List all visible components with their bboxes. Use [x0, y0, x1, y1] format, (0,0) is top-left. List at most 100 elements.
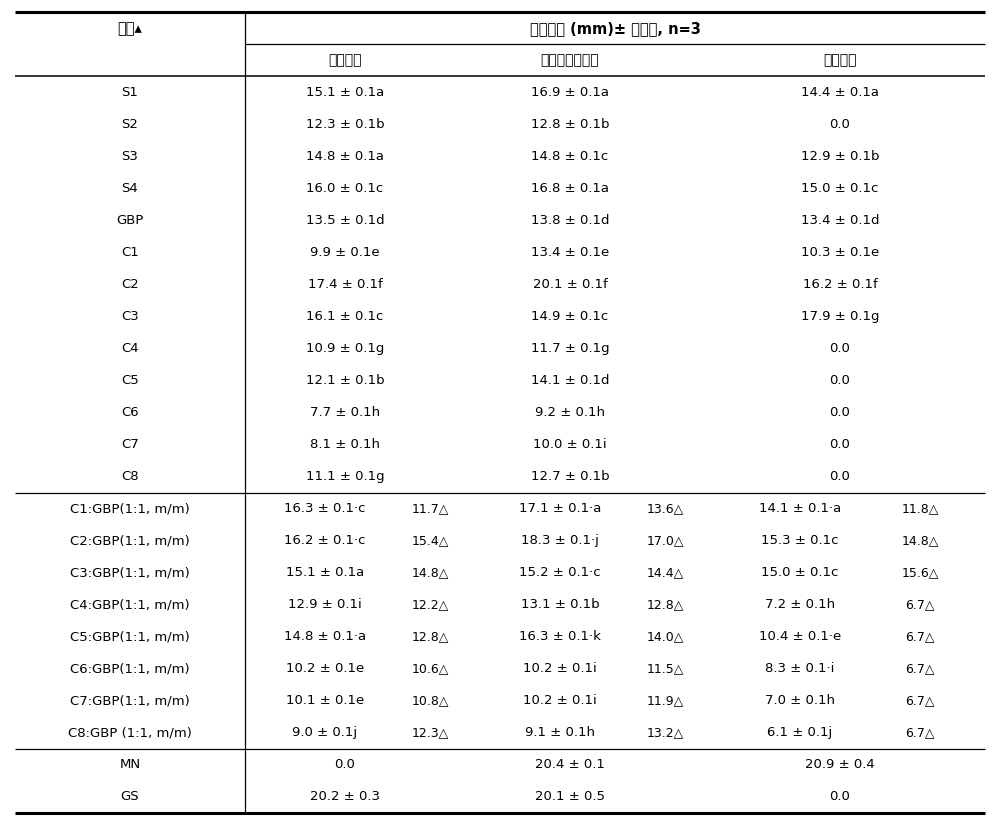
Text: 9.2 ± 0.1h: 9.2 ± 0.1h [535, 406, 605, 419]
Text: 14.1 ± 0.1·a: 14.1 ± 0.1·a [759, 502, 841, 515]
Text: 10.0 ± 0.1i: 10.0 ± 0.1i [533, 438, 607, 451]
Text: 16.8 ± 0.1a: 16.8 ± 0.1a [531, 182, 609, 195]
Text: S2: S2 [122, 118, 138, 131]
Text: 沙门氏菌: 沙门氏菌 [328, 54, 362, 68]
Text: 6.7△: 6.7△ [905, 598, 935, 611]
Text: 11.7 ± 0.1g: 11.7 ± 0.1g [531, 342, 609, 355]
Text: 金黄色葡萄球菌: 金黄色葡萄球菌 [541, 54, 599, 68]
Text: 14.8 ± 0.1c: 14.8 ± 0.1c [531, 150, 609, 163]
Text: 6.7△: 6.7△ [905, 726, 935, 739]
Text: C2: C2 [121, 278, 139, 291]
Text: 0.0: 0.0 [830, 470, 850, 483]
Text: C5:GBP(1:1, m/m): C5:GBP(1:1, m/m) [70, 630, 190, 643]
Text: 11.8△: 11.8△ [901, 502, 939, 515]
Text: 6.7△: 6.7△ [905, 630, 935, 643]
Text: C1: C1 [121, 246, 139, 259]
Text: S4: S4 [122, 182, 138, 195]
Text: 7.7 ± 0.1h: 7.7 ± 0.1h [310, 406, 380, 419]
Text: 15.1 ± 0.1a: 15.1 ± 0.1a [286, 566, 364, 579]
Text: 16.1 ± 0.1c: 16.1 ± 0.1c [306, 310, 384, 323]
Text: 12.8 ± 0.1b: 12.8 ± 0.1b [531, 118, 609, 131]
Text: C6:GBP(1:1, m/m): C6:GBP(1:1, m/m) [70, 662, 190, 675]
Text: 0.0: 0.0 [830, 374, 850, 387]
Text: 8.3 ± 0.1·i: 8.3 ± 0.1·i [765, 662, 835, 675]
Text: 13.6△: 13.6△ [646, 502, 684, 515]
Text: C2:GBP(1:1, m/m): C2:GBP(1:1, m/m) [70, 534, 190, 547]
Text: 10.8△: 10.8△ [411, 694, 449, 707]
Text: 16.9 ± 0.1a: 16.9 ± 0.1a [531, 86, 609, 99]
Text: 15.0 ± 0.1c: 15.0 ± 0.1c [761, 566, 839, 579]
Text: C6: C6 [121, 406, 139, 419]
Text: 14.1 ± 0.1d: 14.1 ± 0.1d [531, 374, 609, 387]
Text: 0.0: 0.0 [830, 790, 850, 803]
Text: 12.3△: 12.3△ [411, 726, 449, 739]
Text: 16.3 ± 0.1·c: 16.3 ± 0.1·c [284, 502, 366, 515]
Text: C5: C5 [121, 374, 139, 387]
Text: 16.2 ± 0.1·c: 16.2 ± 0.1·c [284, 534, 366, 547]
Text: 10.2 ± 0.1i: 10.2 ± 0.1i [523, 694, 597, 707]
Text: 12.1 ± 0.1b: 12.1 ± 0.1b [306, 374, 384, 387]
Text: 6.7△: 6.7△ [905, 694, 935, 707]
Text: 0.0: 0.0 [830, 438, 850, 451]
Text: 16.3 ± 0.1·k: 16.3 ± 0.1·k [519, 630, 601, 643]
Text: 14.9 ± 0.1c: 14.9 ± 0.1c [531, 310, 609, 323]
Text: 11.9△: 11.9△ [646, 694, 684, 707]
Text: 18.3 ± 0.1·j: 18.3 ± 0.1·j [521, 534, 599, 547]
Text: MN: MN [119, 758, 141, 771]
Text: 10.3 ± 0.1e: 10.3 ± 0.1e [801, 246, 879, 259]
Text: 12.2△: 12.2△ [411, 598, 449, 611]
Text: 10.1 ± 0.1e: 10.1 ± 0.1e [286, 694, 364, 707]
Text: 样品▴: 样品▴ [118, 21, 142, 35]
Text: GS: GS [121, 790, 139, 803]
Text: C7:GBP(1:1, m/m): C7:GBP(1:1, m/m) [70, 694, 190, 707]
Text: 20.1 ± 0.5: 20.1 ± 0.5 [535, 790, 605, 803]
Text: GBP: GBP [116, 214, 144, 227]
Text: 13.5 ± 0.1d: 13.5 ± 0.1d [306, 214, 384, 227]
Text: 15.0 ± 0.1c: 15.0 ± 0.1c [801, 182, 879, 195]
Text: 13.1 ± 0.1b: 13.1 ± 0.1b [521, 598, 599, 611]
Text: S1: S1 [122, 86, 138, 99]
Text: 10.6△: 10.6△ [411, 662, 449, 675]
Text: 14.8△: 14.8△ [901, 534, 939, 547]
Text: 15.2 ± 0.1·c: 15.2 ± 0.1·c [519, 566, 601, 579]
Text: 0.0: 0.0 [830, 342, 850, 355]
Text: 9.1 ± 0.1h: 9.1 ± 0.1h [525, 726, 595, 739]
Text: 12.7 ± 0.1b: 12.7 ± 0.1b [531, 470, 609, 483]
Text: 17.9 ± 0.1g: 17.9 ± 0.1g [801, 310, 879, 323]
Text: S3: S3 [122, 150, 138, 163]
Text: 12.3 ± 0.1b: 12.3 ± 0.1b [306, 118, 384, 131]
Text: 16.0 ± 0.1c: 16.0 ± 0.1c [306, 182, 384, 195]
Text: 8.1 ± 0.1h: 8.1 ± 0.1h [310, 438, 380, 451]
Text: 12.9 ± 0.1b: 12.9 ± 0.1b [801, 150, 879, 163]
Text: C4: C4 [121, 342, 139, 355]
Text: 15.1 ± 0.1a: 15.1 ± 0.1a [306, 86, 384, 99]
Text: C8:GBP (1:1, m/m): C8:GBP (1:1, m/m) [68, 726, 192, 739]
Text: 9.9 ± 0.1e: 9.9 ± 0.1e [310, 246, 380, 259]
Text: 0.0: 0.0 [830, 406, 850, 419]
Text: 17.4 ± 0.1f: 17.4 ± 0.1f [308, 278, 382, 291]
Text: 12.9 ± 0.1i: 12.9 ± 0.1i [288, 598, 362, 611]
Text: 11.5△: 11.5△ [646, 662, 684, 675]
Text: 13.4 ± 0.1e: 13.4 ± 0.1e [531, 246, 609, 259]
Text: 20.4 ± 0.1: 20.4 ± 0.1 [535, 758, 605, 771]
Text: 0.0: 0.0 [830, 118, 850, 131]
Text: 16.2 ± 0.1f: 16.2 ± 0.1f [803, 278, 877, 291]
Text: 抑菌圈値 (mm)± 标准误, n=3: 抑菌圈値 (mm)± 标准误, n=3 [530, 21, 700, 35]
Text: 12.8△: 12.8△ [411, 630, 449, 643]
Text: 14.8 ± 0.1a: 14.8 ± 0.1a [306, 150, 384, 163]
Text: 13.8 ± 0.1d: 13.8 ± 0.1d [531, 214, 609, 227]
Text: 15.3 ± 0.1c: 15.3 ± 0.1c [761, 534, 839, 547]
Text: 14.0△: 14.0△ [646, 630, 684, 643]
Text: 13.2△: 13.2△ [646, 726, 684, 739]
Text: 17.0△: 17.0△ [646, 534, 684, 547]
Text: 11.1 ± 0.1g: 11.1 ± 0.1g [306, 470, 384, 483]
Text: 10.2 ± 0.1i: 10.2 ± 0.1i [523, 662, 597, 675]
Text: 14.8△: 14.8△ [411, 566, 449, 579]
Text: C3: C3 [121, 310, 139, 323]
Text: 0.0: 0.0 [335, 758, 355, 771]
Text: C3:GBP(1:1, m/m): C3:GBP(1:1, m/m) [70, 566, 190, 579]
Text: 13.4 ± 0.1d: 13.4 ± 0.1d [801, 214, 879, 227]
Text: C4:GBP(1:1, m/m): C4:GBP(1:1, m/m) [70, 598, 190, 611]
Text: 6.1 ± 0.1j: 6.1 ± 0.1j [767, 726, 833, 739]
Text: 10.9 ± 0.1g: 10.9 ± 0.1g [306, 342, 384, 355]
